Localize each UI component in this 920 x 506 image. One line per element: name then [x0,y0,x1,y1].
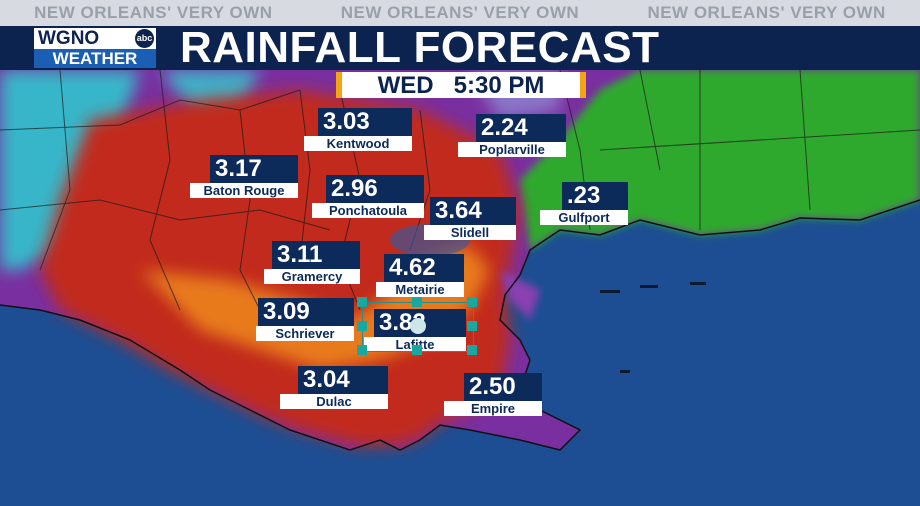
selection-handle-icon[interactable] [412,297,422,307]
ticker-text: NEW ORLEANS' VERY OWN [34,3,273,22]
city-name: Gulfport [540,210,628,225]
rainfall-value: 3.04 [298,366,388,394]
location-label-gramercy[interactable]: 3.11 Gramercy [264,241,360,284]
ticker-text: NEW ORLEANS' VERY OWN [340,3,580,22]
city-name: Empire [444,401,542,416]
rainfall-value: 3.82 [374,309,466,337]
title-bar: WGNO abc WEATHER RAINFALL FORECAST [0,23,920,72]
location-label-metairie[interactable]: 4.62 Metairie [376,254,464,297]
location-label-poplarville[interactable]: 2.24 Poplarville [458,114,566,157]
rainfall-value: 3.09 [258,298,354,326]
logo-bottom: WEATHER [34,49,156,68]
barrier-islands [600,282,706,373]
city-name: Poplarville [458,142,566,157]
top-ticker: NEW ORLEANS' VERY OWN NEW ORLEANS' VERY … [0,0,920,26]
city-name: Slidell [424,225,516,240]
city-name: Lafitte [364,337,466,352]
coastline [0,199,920,451]
page-title: RAINFALL FORECAST [180,23,660,72]
rainfall-value: 3.11 [272,241,360,269]
city-name: Dulac [280,394,388,409]
city-name: Gramercy [264,269,360,284]
location-label-gulfport[interactable]: .23 Gulfport [540,182,628,225]
city-name: Kentwood [304,136,412,151]
location-label-schriever[interactable]: 3.09 Schriever [256,298,354,341]
rainfall-value: 3.64 [430,197,516,225]
coastal-fringe [500,270,540,320]
location-label-lafitte[interactable]: 3.82 Lafitte [364,309,466,352]
rainfall-value: 2.24 [476,114,566,142]
selection-handle-icon[interactable] [467,345,477,355]
rainfall-value: 3.03 [318,108,412,136]
rainfall-value: 4.62 [384,254,464,282]
location-label-ponchatoula[interactable]: 2.96 Ponchatoula [312,175,424,218]
city-name: Schriever [256,326,354,341]
location-label-baton-rouge[interactable]: 3.17 Baton Rouge [190,155,298,198]
ticker-text: NEW ORLEANS' VERY OWN [647,3,886,22]
rainfall-value: 3.17 [210,155,298,183]
city-name: Ponchatoula [312,203,424,218]
forecast-time: WED 5:30 PM [342,72,580,99]
selection-handle-icon[interactable] [467,321,477,331]
city-name: Baton Rouge [190,183,298,198]
selection-handle-icon[interactable] [357,345,367,355]
location-label-dulac[interactable]: 3.04 Dulac [280,366,388,409]
move-knob-icon[interactable] [410,318,426,334]
location-label-kentwood[interactable]: 3.03 Kentwood [304,108,412,151]
rainfall-value: 2.50 [464,373,542,401]
abc-badge: abc [135,29,154,48]
time-banner: WED 5:30 PM [336,72,586,99]
selection-handle-icon[interactable] [467,297,477,307]
logo-icon: WGNO abc WEATHER [34,28,156,68]
rainfall-value: 2.96 [326,175,424,203]
selection-handle-icon[interactable] [412,345,422,355]
rainfall-value: .23 [562,182,628,210]
selection-handle-icon[interactable] [357,297,367,307]
logo-top: WGNO [34,28,156,49]
location-label-slidell[interactable]: 3.64 Slidell [424,197,516,240]
selection-handle-icon[interactable] [357,321,367,331]
location-label-empire[interactable]: 2.50 Empire [444,373,542,416]
city-name: Metairie [376,282,464,297]
